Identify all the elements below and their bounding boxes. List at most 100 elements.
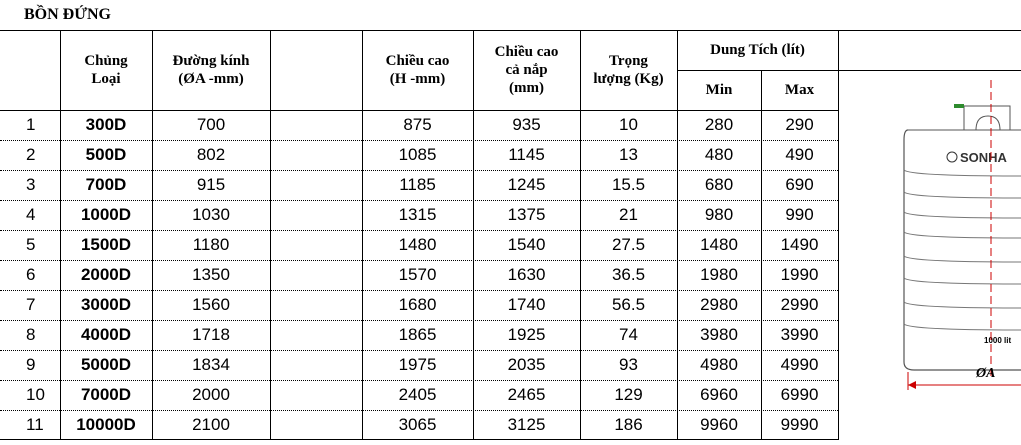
capacity-subheader-border [677,70,1021,71]
row-separator [0,230,838,231]
lid-handle [975,115,1001,131]
row-height-lid: 2465 [507,385,546,404]
row-capacity-min: 1980 [700,265,738,284]
row-number: 3 [26,175,36,194]
row-type: 700D [85,175,127,194]
row-height: 1570 [398,265,437,284]
row-weight: 129 [614,385,643,404]
row-type: 500D [85,145,127,164]
row-weight: 15.5 [611,175,646,194]
row-height-lid: 1375 [507,205,546,224]
row-height-lid: 1630 [507,265,546,284]
row-weight: 27.5 [611,235,646,254]
vent-marker [954,104,964,108]
row-capacity-max: 6990 [780,385,819,404]
row-separator [0,380,838,381]
row-height: 3065 [398,415,437,434]
row-height: 1975 [398,355,437,374]
row-capacity-min: 980 [704,205,734,224]
row-height: 1185 [399,175,436,194]
row-diameter: 1834 [192,355,230,374]
row-capacity-min: 280 [704,115,734,134]
row-capacity-min: 6960 [700,385,738,404]
row-weight: 21 [619,205,638,224]
row-separator [0,350,838,351]
row-capacity-max: 490 [785,145,814,164]
table-bottom-border [0,439,838,440]
row-number: 9 [26,355,36,374]
row-type: 7000D [80,385,132,404]
column-divider [473,30,474,440]
header-height-lid: Chiều cao cả nắp (mm) [494,44,559,96]
row-number: 1 [26,115,36,134]
row-diameter: 1180 [192,235,230,254]
row-capacity-max: 2990 [780,295,819,314]
row-capacity-max: 990 [785,205,814,224]
row-weight: 13 [619,145,638,164]
tank-lid [963,105,1011,131]
logo-text: SONHA [960,150,1008,165]
row-type: 3000D [80,295,132,314]
row-separator [0,410,838,411]
dimension-arrow-icon [908,381,916,389]
tank-ribs [903,169,1021,331]
row-height: 1480 [398,235,437,254]
row-separator [0,320,838,321]
row-height: 1315 [398,205,437,224]
row-separator [0,260,838,261]
row-type: 1000D [80,205,132,224]
row-diameter: 1350 [192,265,230,284]
row-capacity-max: 1490 [780,235,819,254]
row-weight: 186 [614,415,643,434]
table-top-border [0,30,1021,31]
column-divider [270,30,271,440]
row-separator [0,140,838,141]
row-height: 1865 [398,325,437,344]
row-diameter: 1030 [192,205,230,224]
row-weight: 93 [619,355,638,374]
row-diameter: 700 [196,115,226,134]
row-number: 5 [26,235,36,254]
row-capacity-min: 1480 [700,235,738,254]
header-weight: Trọng lượng (Kg) [593,53,664,87]
header-type: Chủng Loại [84,53,128,87]
row-height-lid: 1925 [507,325,546,344]
row-type: 5000D [80,355,132,374]
row-diameter: 915 [196,175,226,194]
row-diameter: 2100 [192,415,230,434]
row-diameter: 2000 [192,385,230,404]
row-capacity-min: 2980 [700,295,738,314]
row-number: 2 [26,145,36,164]
row-capacity-min: 680 [704,175,734,194]
row-capacity-min: 9960 [700,415,738,434]
header-min: Min [705,82,733,98]
volume-mark: 1000 lit [984,336,1011,345]
row-separator [0,200,838,201]
header-bottom-border [0,110,838,111]
row-separator [0,170,838,171]
header-diameter: Đường kính (ØA -mm) [172,53,250,87]
row-capacity-min: 480 [704,145,734,164]
logo-icon [946,151,958,163]
header-capacity: Dung Tích (lít) [710,42,805,58]
column-divider [362,30,363,440]
row-diameter: 1560 [192,295,230,314]
header-max: Max [784,82,815,98]
row-type: 300D [85,115,127,134]
row-type: 4000D [80,325,132,344]
row-height-lid: 1540 [507,235,546,254]
tank-body-outline [903,129,1021,371]
column-divider [677,30,678,440]
row-capacity-min: 3980 [700,325,738,344]
column-divider [761,70,762,440]
row-height: 1680 [398,295,437,314]
row-height-lid: 1145 [508,145,545,164]
row-weight: 36.5 [611,265,646,284]
row-capacity-max: 9990 [780,415,819,434]
row-separator [0,290,838,291]
row-type: 10000D [76,415,136,434]
tank-drawing: SONHA 1000 lit ØA [903,80,1021,390]
row-height: 875 [403,115,432,134]
row-height-lid: 1245 [507,175,546,194]
row-height-lid: 3125 [507,415,546,434]
